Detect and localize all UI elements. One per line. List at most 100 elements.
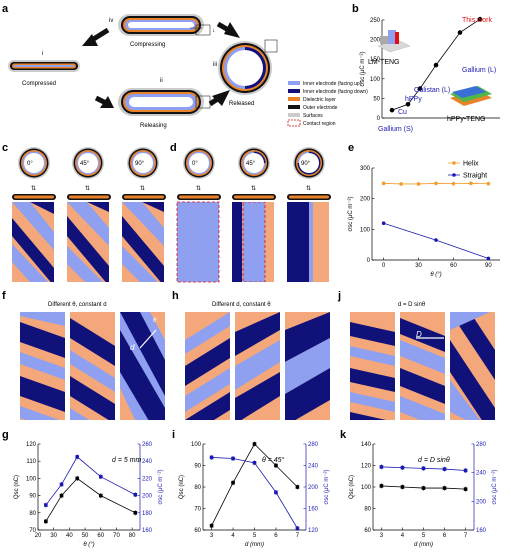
- chart-e: 0 100 200 300 0 30 60 90 σsc (μC m⁻²) θ (°) Helix S…: [348, 161, 500, 278]
- series-right-point: [59, 482, 64, 487]
- y-tick-label: 70: [194, 507, 201, 513]
- y-axis-label-right: σsc (μC m⁻²): [492, 470, 498, 505]
- point-label: Gallium (L): [462, 67, 496, 74]
- pattern-j3: [450, 312, 495, 420]
- straight-pattern-d1: [176, 201, 220, 283]
- pattern-f3: d θ: [120, 312, 165, 420]
- x-tick-label: 7: [464, 533, 468, 539]
- y-tick-label: 80: [29, 511, 36, 517]
- panel-h: h Different d, constant θ: [172, 290, 330, 420]
- data-point: [457, 30, 463, 35]
- hppy-teng-illustration: [450, 86, 492, 106]
- angle-c-0: 0°: [27, 161, 33, 167]
- panel-letter-d: d: [170, 142, 177, 154]
- annotation-i: θ = 45°: [262, 456, 285, 464]
- x-axis-label: θ (°): [430, 272, 441, 278]
- series-left-point: [133, 511, 138, 515]
- y-tick-label: 90: [29, 494, 36, 500]
- panel-e: e 0 100 200 300 0 30 60 90 σsc (μC m⁻²) θ (°) Heli…: [348, 142, 500, 278]
- panel-d: d 0° 45° 90° ⇅ ⇅ ⇅: [170, 142, 331, 283]
- strips-c: ⇅ ⇅ ⇅: [12, 186, 166, 200]
- panel-k: k 60 80 100 120 140 160 200 240 280 3 4 5 6 7 Qsc (nC)…: [340, 429, 498, 548]
- series-right-point: [400, 465, 405, 470]
- y-tick-label-right: 120: [308, 528, 319, 534]
- series-point: [451, 181, 456, 186]
- panel-j-title: d = D sinθ: [398, 302, 426, 308]
- theta-label-f: θ: [153, 318, 157, 324]
- series-point: [434, 181, 438, 186]
- ring-d1: 0°: [183, 147, 215, 179]
- y-tick-label-right: 280: [476, 442, 487, 448]
- y-tick-label: 80: [364, 507, 371, 513]
- angle-c-45: 45°: [80, 161, 90, 167]
- caption-releasing: Releasing: [140, 123, 167, 129]
- series-right-point: [44, 503, 48, 507]
- series-right-line: [211, 457, 298, 529]
- y-axis-label: Qsc (nC): [349, 475, 355, 499]
- state-i-compressed: i Compressed: [8, 51, 80, 87]
- series-point: [434, 238, 438, 242]
- data-point: [389, 107, 395, 113]
- x-axis-label: θ (°): [83, 542, 94, 548]
- x-tick-label: 0: [382, 263, 386, 269]
- panel-f: f Different θ, constant d d θ: [2, 290, 165, 420]
- y-tick-label: 100: [191, 442, 202, 448]
- y-tick-label: 110: [26, 459, 36, 465]
- lm-teng-illustration: [377, 30, 411, 53]
- panel-letter-a: a: [2, 3, 9, 15]
- legend-inner-up: Inner electrode (facing up): [303, 81, 362, 87]
- panel-letter-b: b: [352, 3, 359, 15]
- state-iv-compressing: iv Compressing ↓: [109, 14, 215, 48]
- x-tick-label: 70: [113, 533, 120, 539]
- chart-k: 60 80 100 120 140 160 200 240 280 3 4 5 6 7 Qsc (nC) σs…: [349, 442, 498, 548]
- pattern-h3: [285, 312, 330, 420]
- y-tick-label: 200: [370, 38, 381, 44]
- strips-d: ⇅ ⇅ ⇅: [177, 186, 331, 200]
- y-tick-label: 70: [29, 528, 36, 534]
- chart-b: 0 50 100 150 200 250 σsc (μC m⁻²) Gallium (S) Cu…: [360, 16, 500, 133]
- svg-text:⇅: ⇅: [251, 186, 256, 192]
- series-left-point: [75, 476, 80, 481]
- series-left-line: [211, 443, 298, 526]
- annotation-k: d = D sinθ: [418, 457, 450, 464]
- x-tick-label: 80: [129, 533, 136, 539]
- hppy-teng-label: hPPy-TENG: [447, 116, 486, 123]
- svg-text:↓: ↓: [212, 28, 215, 34]
- point-label: hPPy: [405, 96, 422, 103]
- series-left-point: [463, 487, 468, 491]
- cycle-arrows: [82, 21, 240, 108]
- data-point: [433, 62, 439, 68]
- pattern-f2: [70, 312, 115, 420]
- y-tick-label: 80: [194, 485, 201, 491]
- angle-c-90: 90°: [135, 161, 145, 167]
- y-tick-label: 60: [194, 528, 201, 534]
- series-left-point: [400, 485, 405, 489]
- series-point: [381, 221, 386, 225]
- series-left-line: [45, 477, 136, 522]
- y-tick-label-right: 240: [476, 471, 487, 477]
- y-axis-label: σsc (μC m⁻²): [360, 52, 366, 87]
- helix-pattern-c1: [12, 202, 54, 282]
- y-tick-label: 100: [360, 227, 371, 233]
- chart-g: 70 80 90 100 110 120 160 180 200 220 240 260 20 30 40 5…: [14, 442, 164, 548]
- x-tick-label: 60: [97, 533, 104, 539]
- series-left-point: [252, 442, 257, 446]
- y-tick-label-right: 280: [308, 442, 319, 448]
- y-tick-label-right: 240: [308, 464, 319, 470]
- y-tick-label-right: 200: [308, 485, 319, 491]
- y-tick-label-right: 160: [142, 528, 153, 534]
- straight-pattern-d3: [287, 202, 329, 282]
- point-label: Gallium (S): [378, 126, 413, 133]
- caption-released: Released: [229, 101, 254, 107]
- y-tick-label: 0: [367, 258, 371, 264]
- caption-compressing: Compressing: [130, 42, 165, 48]
- y-tick-label: 120: [361, 464, 372, 470]
- point-label: Cu: [398, 109, 407, 116]
- panel-j: j d = D sinθ D: [337, 290, 495, 420]
- legend-marker: [452, 173, 456, 177]
- panel-c: c 0° 45° 90° ⇅ ⇅ ⇅: [2, 142, 166, 282]
- y-tick-label: 200: [360, 197, 371, 203]
- series-right-point: [463, 468, 468, 473]
- y-tick-label: 100: [370, 77, 381, 83]
- series-left-point: [421, 486, 426, 490]
